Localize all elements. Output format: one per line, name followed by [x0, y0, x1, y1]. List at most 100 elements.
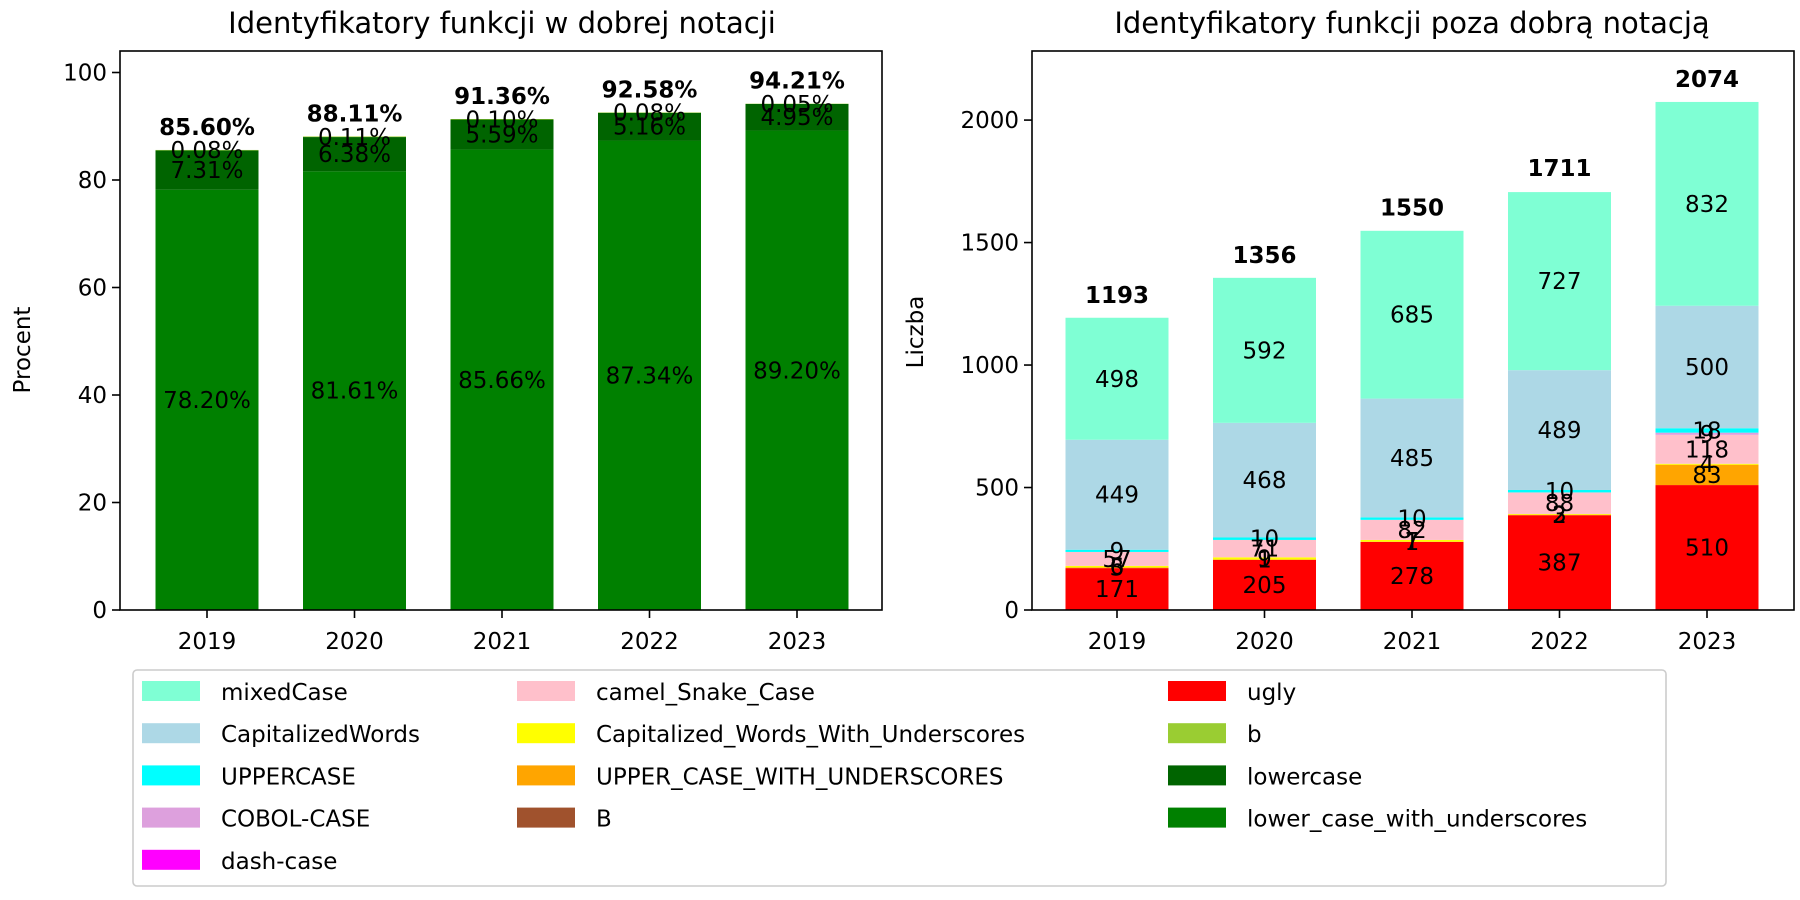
legend-item: dash-case [142, 849, 337, 875]
legend-item: camel_Snake_Case [517, 680, 815, 706]
bar-segment-label: 468 [1243, 468, 1287, 494]
legend-label: Capitalized_Words_With_Underscores [596, 722, 1025, 748]
bar-segment-label: 9 [1110, 539, 1125, 565]
bar-segment [1360, 230, 1464, 399]
legend-frame [132, 669, 1667, 887]
bar-total-label: 1193 [1085, 283, 1149, 309]
bar-segment-label: 7.31% [170, 158, 243, 184]
bar-segment-label: 498 [1095, 367, 1139, 393]
legend-item: B [517, 807, 612, 833]
bar-segment [1655, 464, 1759, 486]
legend-swatch [1168, 765, 1226, 786]
bar-segment-label: 592 [1243, 338, 1287, 364]
chart-right-frame [1031, 50, 1795, 611]
chart-left-data-labels: 78.20%7.31%0.08%85.60%81.61%6.38%0.11%88… [159, 69, 845, 414]
chart-left-ylabel: Procent [10, 307, 36, 394]
bar-segment-label: 1 [1405, 530, 1420, 556]
bar-segment [303, 136, 406, 138]
bar-segment-label: 87.34% [606, 363, 694, 389]
bar-segment-label: 10 [1545, 479, 1574, 505]
x-tick-label: 2021 [473, 629, 532, 655]
bar-segment [1213, 277, 1316, 423]
bar-segment-label: 3 [1552, 502, 1567, 528]
bar-segment [1655, 305, 1759, 429]
bar-segment [1655, 434, 1759, 464]
bar-segment [1065, 549, 1169, 552]
bar-segment [1655, 463, 1759, 465]
bar-segment-label: 727 [1538, 269, 1582, 295]
bar-segment-label: 18 [1692, 418, 1721, 444]
bar-segment [1213, 422, 1316, 538]
bar-segment-label: 489 [1538, 418, 1582, 444]
legend-label: UPPERCASE [221, 764, 356, 790]
bar-segment [303, 137, 406, 172]
bar-segment [745, 103, 849, 131]
bar-segment [1213, 557, 1316, 560]
x-tick-label: 2022 [1530, 629, 1589, 655]
bar-segment [1508, 489, 1611, 493]
legend-label: COBOL-CASE [221, 807, 370, 833]
y-tick-label: 100 [63, 61, 107, 87]
legend-item: Capitalized_Words_With_Underscores [517, 722, 1025, 748]
chart-right-data-labels: 1713657944949811932051971104685921356278… [1085, 67, 1739, 603]
y-tick-label: 500 [975, 476, 1019, 502]
bar-segment [303, 171, 406, 610]
legend-label: lower_case_with_underscores [1247, 807, 1587, 833]
bar-segment-label: 510 [1685, 536, 1729, 562]
x-tick-label: 2023 [1678, 629, 1737, 655]
bar-segment [598, 140, 701, 611]
bar-segment [1360, 519, 1464, 540]
bar-segment [1508, 370, 1611, 490]
y-tick-label: 40 [78, 383, 107, 409]
chart-left-bars [155, 103, 849, 611]
bar-segment [1360, 517, 1464, 520]
bar-total-label: 1711 [1527, 156, 1591, 182]
x-tick-label: 2023 [768, 629, 827, 655]
legend-swatch [142, 723, 200, 744]
legend: mixedCase CapitalizedWords UPPERCASE COBOL-… [132, 669, 1667, 887]
bar-segment-label: 500 [1685, 355, 1729, 381]
bar-segment-label: 88 [1545, 491, 1574, 517]
bar-segment-label: 9 [1257, 546, 1272, 572]
legend-swatch [517, 807, 575, 828]
chart-left-frame [119, 50, 883, 611]
bar-segment [1213, 539, 1316, 558]
legend-item: ugly [1168, 680, 1296, 706]
chart-right-title: Identyfikatory funkcji poza dobrą notacj… [1114, 6, 1709, 40]
bar-segment-label: 0.08% [613, 101, 686, 127]
y-tick-label: 60 [78, 276, 107, 302]
x-tick-label: 2019 [1088, 629, 1147, 655]
legend-swatch [142, 681, 200, 701]
bar-total-label: 91.36% [454, 84, 550, 110]
legend-label: CapitalizedWords [221, 722, 420, 748]
bar-segment-label: 7 [1405, 529, 1420, 555]
bar-segment [1065, 317, 1169, 440]
legend-swatch [142, 807, 200, 828]
bar-segment-label: 10 [1250, 527, 1279, 553]
bar-segment-label: 685 [1390, 303, 1434, 329]
bar-segment [1508, 513, 1611, 515]
legend-label: B [596, 807, 612, 833]
bar-segment [1360, 539, 1464, 542]
bar-segment-label: 5.59% [465, 123, 538, 149]
bar-total-label: 88.11% [307, 101, 403, 127]
legend-swatch [142, 849, 200, 870]
bar-segment-label: 118 [1685, 437, 1729, 463]
bar-segment-label: 85.66% [458, 368, 546, 394]
legend-item: CapitalizedWords [142, 722, 420, 748]
legend-label: lowercase [1247, 764, 1362, 790]
bar-segment [1065, 565, 1169, 568]
bar-segment-label: 57 [1102, 547, 1131, 573]
legend-label: ugly [1247, 680, 1296, 706]
legend-item: lower_case_with_underscores [1168, 807, 1587, 833]
bar-segment [1065, 439, 1169, 550]
legend-label: mixedCase [221, 680, 348, 706]
bar-segment [450, 149, 554, 610]
bar-segment-label: 10 [1397, 507, 1426, 533]
bar-segment [155, 150, 259, 190]
chart-right: Identyfikatory funkcji poza dobrą notacj… [903, 6, 1795, 655]
legend-swatch [1168, 807, 1226, 828]
bar-segment-label: 5.16% [613, 115, 686, 141]
bar-segment [1213, 537, 1316, 540]
